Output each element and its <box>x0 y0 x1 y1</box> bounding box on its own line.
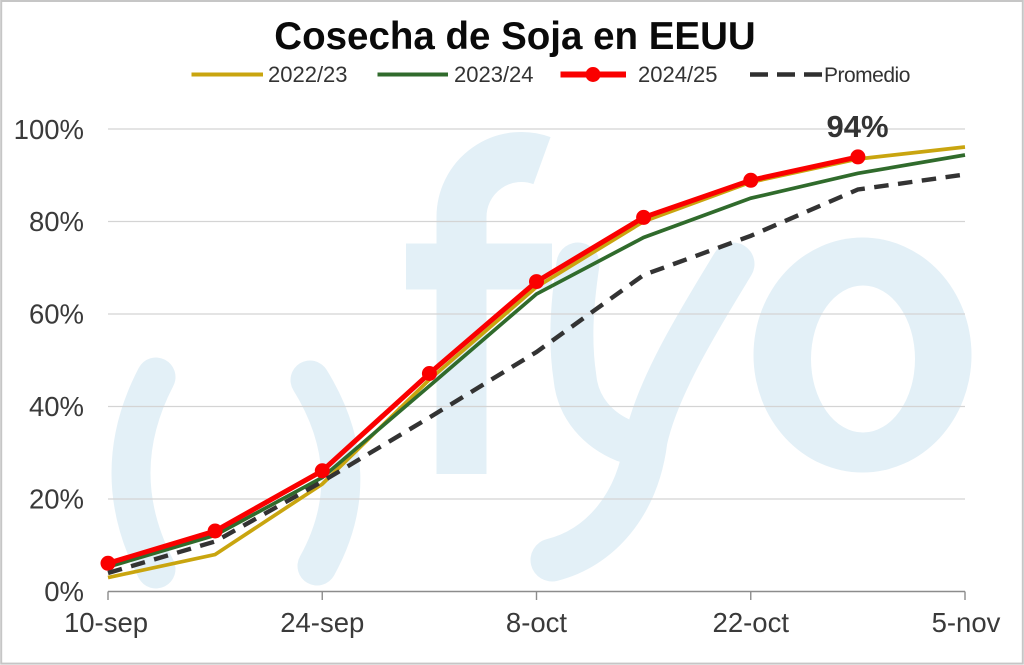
svg-text:Promedio: Promedio <box>824 64 910 87</box>
svg-text:40%: 40% <box>29 391 84 422</box>
svg-text:5-nov: 5-nov <box>932 607 1001 638</box>
svg-text:2023/24: 2023/24 <box>454 62 534 87</box>
svg-text:2022/23: 2022/23 <box>268 62 348 87</box>
svg-text:Cosecha de Soja en EEUU: Cosecha de Soja en EEUU <box>274 15 755 58</box>
svg-text:0%: 0% <box>44 576 84 607</box>
svg-text:100%: 100% <box>14 114 84 145</box>
svg-text:10-sep: 10-sep <box>64 607 148 638</box>
svg-text:20%: 20% <box>29 484 84 515</box>
svg-text:22-oct: 22-oct <box>713 607 790 638</box>
svg-text:94%: 94% <box>826 109 888 144</box>
svg-text:80%: 80% <box>29 206 84 237</box>
svg-text:24-sep: 24-sep <box>280 607 364 638</box>
svg-text:60%: 60% <box>29 299 84 330</box>
svg-text:2024/25: 2024/25 <box>638 62 718 87</box>
svg-text:8-oct: 8-oct <box>506 607 567 638</box>
